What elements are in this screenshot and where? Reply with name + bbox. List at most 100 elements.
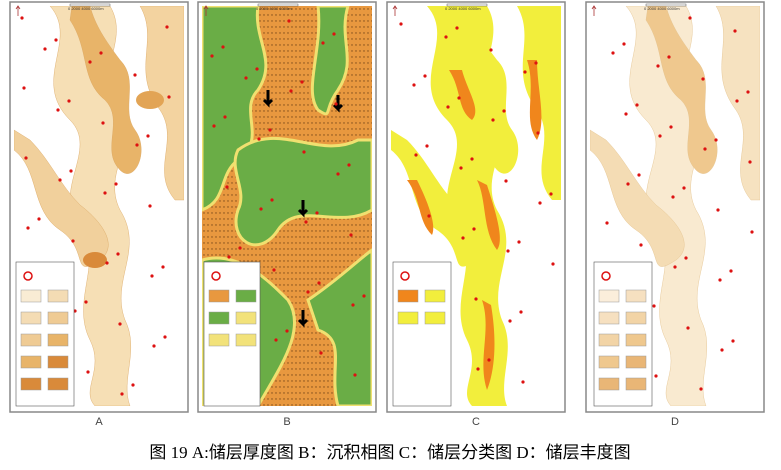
legend-swatch bbox=[625, 289, 647, 303]
class-ii-zone bbox=[482, 300, 495, 390]
well bbox=[225, 185, 229, 189]
flow-arrow bbox=[297, 200, 309, 218]
legend-swatch bbox=[20, 333, 42, 347]
well bbox=[167, 95, 171, 99]
well bbox=[534, 61, 538, 65]
well bbox=[718, 278, 722, 282]
legend-swatch bbox=[208, 289, 230, 303]
well bbox=[43, 47, 47, 51]
well bbox=[334, 102, 338, 106]
well bbox=[54, 38, 58, 42]
panel-label: B bbox=[283, 416, 290, 428]
legend-swatch bbox=[424, 311, 446, 325]
well bbox=[461, 236, 465, 240]
north-arrow bbox=[591, 5, 597, 16]
legend-swatch bbox=[20, 377, 42, 391]
well bbox=[622, 42, 626, 46]
well bbox=[605, 221, 609, 225]
well bbox=[611, 51, 615, 55]
well bbox=[517, 240, 521, 244]
well bbox=[703, 147, 707, 151]
thickness-core bbox=[83, 252, 107, 268]
legend-swatch bbox=[47, 355, 69, 369]
class-iii-zone bbox=[391, 130, 486, 267]
well bbox=[474, 297, 478, 301]
well bbox=[69, 169, 73, 173]
well bbox=[637, 173, 641, 177]
well bbox=[502, 109, 506, 113]
well bbox=[146, 134, 150, 138]
scale-bar bbox=[446, 3, 488, 7]
well bbox=[427, 214, 431, 218]
well bbox=[549, 192, 553, 196]
scale-bar bbox=[257, 3, 299, 7]
well bbox=[321, 41, 325, 45]
well bbox=[423, 74, 427, 78]
well bbox=[255, 67, 259, 71]
legend-box bbox=[392, 261, 452, 407]
legend-well bbox=[601, 271, 611, 281]
legend-swatch bbox=[625, 311, 647, 325]
well bbox=[673, 265, 677, 269]
well bbox=[506, 249, 510, 253]
well bbox=[349, 233, 353, 237]
well bbox=[699, 387, 703, 391]
legend-well bbox=[211, 271, 221, 281]
well bbox=[161, 265, 165, 269]
abundance-zone bbox=[715, 6, 760, 201]
well bbox=[639, 243, 643, 247]
legend-swatch bbox=[598, 333, 620, 347]
abundance-zone bbox=[645, 6, 718, 174]
legend-swatch bbox=[235, 311, 257, 325]
well bbox=[669, 125, 673, 129]
scale-bar bbox=[645, 3, 687, 7]
well bbox=[319, 351, 323, 355]
well bbox=[729, 269, 733, 273]
well bbox=[304, 220, 308, 224]
interchannel-facies bbox=[233, 136, 372, 247]
panel-label: C bbox=[472, 416, 480, 428]
well bbox=[684, 256, 688, 260]
well bbox=[538, 201, 542, 205]
map-panel: 0 2000 4000 6000m B bbox=[197, 1, 377, 428]
well bbox=[259, 207, 263, 211]
interchannel-facies bbox=[310, 6, 350, 116]
well bbox=[118, 322, 122, 326]
well bbox=[287, 19, 291, 23]
well bbox=[285, 329, 289, 333]
flow-arrow bbox=[332, 95, 344, 113]
well bbox=[487, 358, 491, 362]
well bbox=[491, 118, 495, 122]
well bbox=[306, 290, 310, 294]
well bbox=[735, 99, 739, 103]
legend-swatch bbox=[598, 377, 620, 391]
well bbox=[701, 77, 705, 81]
well bbox=[658, 134, 662, 138]
legend-well bbox=[23, 271, 33, 281]
panel-label: D bbox=[671, 416, 679, 428]
well bbox=[425, 144, 429, 148]
north-arrow bbox=[15, 5, 21, 16]
well bbox=[221, 45, 225, 49]
well bbox=[459, 166, 463, 170]
well bbox=[536, 131, 540, 135]
class-ii-zone bbox=[477, 180, 500, 250]
scale-label: 0 2000 4000 6000m bbox=[644, 6, 680, 11]
legend-swatch bbox=[20, 311, 42, 325]
map-panel: 0 2000 4000 6000m D bbox=[585, 1, 765, 428]
well bbox=[244, 76, 248, 80]
well bbox=[652, 304, 656, 308]
legend-swatch bbox=[598, 311, 620, 325]
well bbox=[351, 303, 355, 307]
well bbox=[56, 108, 60, 112]
well bbox=[504, 179, 508, 183]
well bbox=[414, 153, 418, 157]
map-panel: 0 2000 4000 6000m C bbox=[386, 1, 566, 428]
class-ii-zone bbox=[449, 70, 476, 120]
legend-swatch bbox=[397, 289, 419, 303]
well bbox=[212, 124, 216, 128]
well bbox=[362, 294, 366, 298]
well bbox=[150, 274, 154, 278]
well bbox=[165, 25, 169, 29]
well bbox=[133, 73, 137, 77]
